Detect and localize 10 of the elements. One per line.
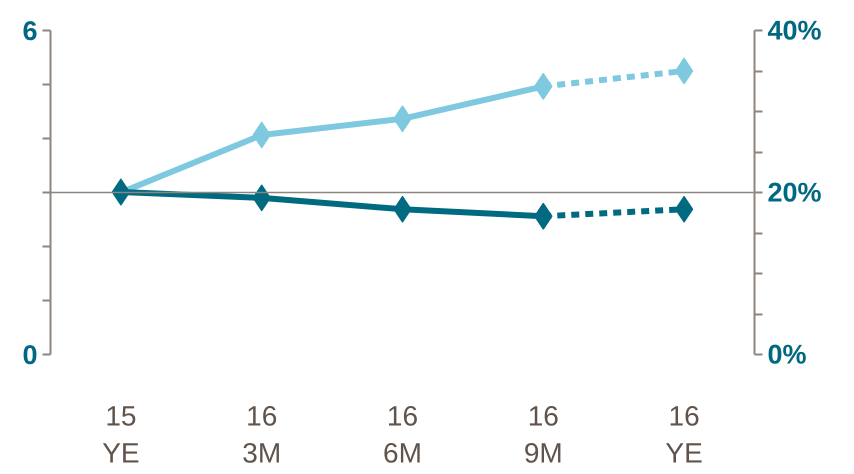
x-tick-label: 16 3M xyxy=(242,400,282,469)
x-tick-label: 16 6M xyxy=(383,400,422,469)
y2-tick-label: 0% xyxy=(768,340,807,370)
y2-tick-label: 40% xyxy=(768,16,822,46)
y-tick-label: 0 xyxy=(22,340,38,370)
x-tick-label: 16 YE xyxy=(665,400,703,469)
x-tick-label: 15 YE xyxy=(102,400,140,469)
y2-tick-label: 20% xyxy=(768,178,822,208)
x-tick-label: 16 9M xyxy=(524,400,563,469)
y-tick-label: 6 xyxy=(22,16,38,46)
